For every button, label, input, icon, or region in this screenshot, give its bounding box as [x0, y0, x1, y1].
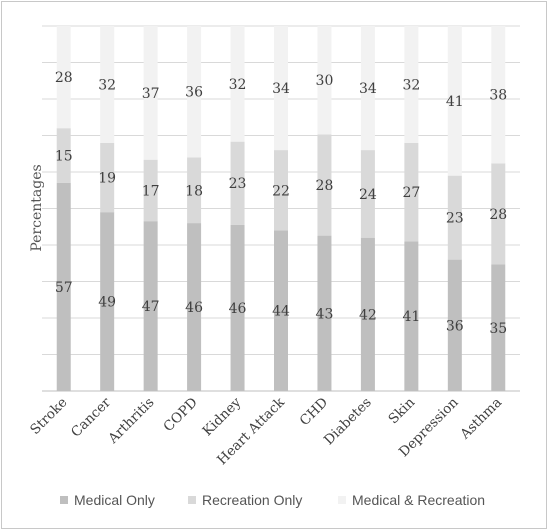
data-label: 41 [402, 309, 420, 325]
legend-swatch [338, 496, 346, 504]
data-label: 15 [55, 149, 73, 165]
x-tick-label: Arthritis [105, 394, 158, 447]
data-label: 47 [142, 299, 160, 315]
bar-segment [491, 163, 506, 265]
data-label: 17 [142, 183, 160, 199]
bar-segment [56, 128, 71, 183]
bar-segment [404, 26, 419, 143]
data-label: 42 [359, 307, 377, 323]
y-axis-title: Percentages [29, 164, 45, 251]
bar-segment [404, 241, 419, 391]
bar-segment [100, 212, 115, 391]
legend: Medical Only Recreation Only Medical & Rec… [60, 492, 485, 508]
data-label: 37 [142, 86, 160, 102]
x-tick-label: Stroke [27, 395, 70, 438]
data-label: 49 [98, 295, 116, 311]
bar-segment [56, 26, 71, 129]
bar-segment [143, 159, 158, 222]
bar-segment [143, 221, 158, 391]
bar-segment [187, 157, 202, 224]
data-label: 32 [402, 77, 420, 93]
data-label: 32 [229, 77, 247, 93]
bar-segment [491, 264, 506, 391]
data-label: 23 [446, 211, 464, 227]
data-label: 34 [272, 81, 290, 97]
data-label: 19 [98, 170, 116, 186]
bar-segment [360, 237, 375, 391]
bar-segment [360, 26, 375, 151]
data-label: 41 [446, 94, 464, 110]
data-label: 46 [185, 300, 203, 316]
bars [56, 26, 506, 391]
x-tick-label: Asthma [457, 395, 506, 444]
legend-label: Medical Only [74, 492, 155, 508]
bar-segment [317, 235, 332, 391]
data-label: 28 [316, 178, 334, 194]
x-tick-label: Skin [385, 394, 418, 427]
data-label: 23 [229, 176, 247, 192]
legend-swatch [188, 496, 196, 504]
data-label: 35 [489, 321, 507, 337]
bar-segment [274, 26, 288, 151]
data-label: 30 [316, 73, 334, 89]
data-label: 28 [489, 207, 507, 223]
legend-label: Recreation Only [202, 492, 302, 508]
data-label: 28 [55, 70, 73, 86]
bar-segment [317, 134, 332, 236]
x-tick-label: Diabetes [321, 394, 375, 448]
bar-segment [230, 26, 245, 142]
data-label: 27 [402, 185, 420, 201]
legend-label: Medical & Recreation [352, 492, 485, 508]
bar-segment [100, 142, 115, 213]
data-label: 44 [272, 304, 290, 320]
bar-segment [447, 259, 462, 391]
data-label: 36 [185, 85, 203, 101]
bar-segment [143, 26, 158, 160]
bar-segment [100, 26, 115, 143]
bar-segment [317, 26, 332, 135]
value-labels: 57 15 28 49 19 32 47 17 37 46 18 36 46 23 32 44 22 34 43 28… [55, 70, 507, 337]
data-label: 34 [359, 81, 377, 97]
data-label: 22 [272, 183, 290, 199]
bar-segment [447, 175, 462, 260]
bar-segment [230, 224, 245, 391]
bar-segment [491, 26, 506, 164]
bar-segment [360, 150, 375, 238]
data-label: 24 [359, 187, 377, 203]
bar-segment [274, 230, 288, 391]
data-label: 43 [316, 306, 334, 322]
bar-segment [404, 142, 419, 242]
data-label: 32 [98, 77, 116, 93]
data-label: 18 [185, 183, 203, 199]
bar-segment [230, 141, 245, 225]
bar-segment [187, 26, 202, 158]
x-tick-label: COPD [160, 394, 201, 435]
data-label: 38 [489, 88, 507, 104]
data-label: 57 [55, 280, 73, 296]
bar-segment [187, 223, 202, 391]
bar-segment [56, 182, 71, 391]
data-label: 36 [446, 318, 464, 334]
x-tick-label: CHD [297, 394, 332, 429]
legend-swatch [60, 496, 68, 504]
bar-segment [447, 26, 462, 176]
data-label: 46 [229, 301, 247, 317]
bar-segment [274, 150, 288, 231]
